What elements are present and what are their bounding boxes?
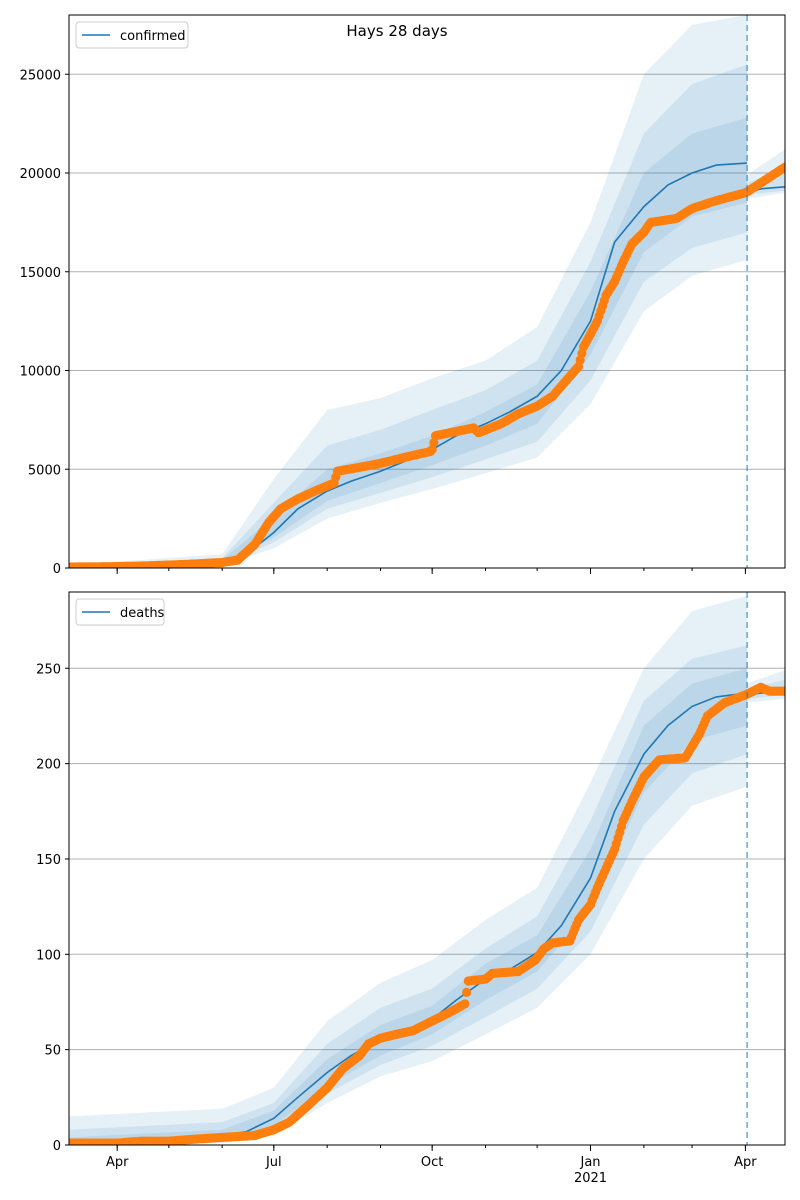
ci-band-middle xyxy=(69,645,748,1145)
y-tick-label: 15000 xyxy=(20,266,61,281)
y-tick-label: 5000 xyxy=(28,463,61,478)
ci-band-middle xyxy=(69,64,748,568)
y-tick-label: 0 xyxy=(53,562,61,577)
observed-point xyxy=(780,686,785,696)
y-tick-label: 200 xyxy=(36,758,61,773)
observed-point xyxy=(780,162,785,172)
y-tick-label: 100 xyxy=(36,948,61,963)
ci-band-outer xyxy=(69,595,748,1145)
x-tick-label: Apr xyxy=(106,1155,129,1170)
ci-band-inner xyxy=(69,668,748,1145)
y-tick-label: 25000 xyxy=(20,68,61,83)
observed-point xyxy=(460,999,470,1009)
chart-title: Hays 28 days xyxy=(346,22,447,40)
x-tick-label: Oct xyxy=(421,1155,443,1170)
x-tick-label: Apr xyxy=(734,1155,757,1170)
y-tick-label: 50 xyxy=(44,1044,61,1059)
legend-label: deaths xyxy=(120,606,165,621)
y-tick-label: 0 xyxy=(53,1139,61,1154)
legend: confirmed xyxy=(75,21,189,49)
x-tick-label: Jul xyxy=(265,1155,282,1170)
x-tick-year-label: 2021 xyxy=(574,1171,607,1186)
observed-point xyxy=(427,444,437,455)
y-tick-label: 150 xyxy=(36,853,61,868)
x-tick-label: Jan xyxy=(579,1155,600,1170)
ci-band-outer xyxy=(69,15,748,568)
y-tick-label: 250 xyxy=(36,662,61,677)
legend-label: confirmed xyxy=(120,29,186,44)
plot-area xyxy=(69,15,785,568)
y-tick-label: 10000 xyxy=(20,365,61,380)
y-tick-label: 20000 xyxy=(20,167,61,182)
legend-box xyxy=(75,21,189,49)
axes-frame xyxy=(68,591,786,1146)
plot-area xyxy=(69,592,785,1145)
legend-box xyxy=(75,598,165,626)
legend: deaths xyxy=(75,598,165,626)
axes-frame xyxy=(68,14,786,569)
observed-point xyxy=(462,987,472,998)
panel-confirmed: 0 5000 10000 15000 20000 25000 confirmed xyxy=(20,14,786,577)
ci-band-inner xyxy=(69,117,748,568)
observed-point xyxy=(429,438,439,448)
